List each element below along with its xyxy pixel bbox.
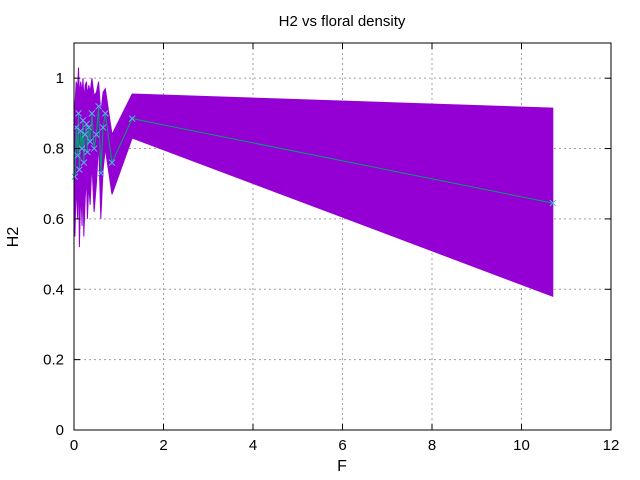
data-point (78, 145, 86, 152)
data-point (101, 110, 109, 117)
data-point (84, 148, 91, 156)
data-point (90, 145, 98, 152)
data-point (549, 199, 557, 207)
y-tick-label: 0.6 (43, 211, 64, 228)
x-tick-label: 10 (513, 437, 530, 454)
y-tick-label: 0.2 (43, 352, 64, 369)
axis-ticks: 0 2 4 6 8 10 12 0 0.2 0.4 0.6 0.8 1 (43, 43, 619, 454)
data-point (74, 152, 81, 159)
data-point (81, 131, 89, 138)
y-tick-label: 1 (56, 70, 64, 87)
plot-area (71, 67, 557, 298)
data-point (71, 173, 79, 181)
data-point (128, 115, 136, 122)
y-axis-label: H2 (5, 227, 22, 248)
data-point (80, 159, 88, 166)
confidence-band (74, 67, 554, 298)
data-point (83, 120, 90, 128)
x-tick-label: 8 (428, 437, 436, 454)
data-point (99, 124, 107, 131)
x-tick-label: 0 (70, 437, 78, 454)
y-tick-label: 0 (56, 422, 64, 439)
x-axis-label: F (337, 458, 347, 475)
y-tick-label: 0.4 (43, 281, 64, 298)
x-tick-label: 4 (249, 437, 257, 454)
data-point (75, 110, 82, 117)
data-point (77, 127, 85, 135)
data-point (76, 166, 83, 174)
data-point (97, 169, 105, 177)
chart-title: H2 vs floral density (279, 13, 406, 30)
data-point (108, 159, 116, 166)
y-tick-label: 0.8 (43, 141, 64, 158)
x-tick-label: 2 (159, 437, 167, 454)
data-point (85, 124, 93, 131)
data-point (88, 110, 96, 117)
x-tick-label: 6 (338, 437, 346, 454)
data-point (93, 131, 100, 138)
x-tick-label: 12 (603, 437, 620, 454)
data-point (95, 102, 102, 110)
data-point (86, 138, 94, 145)
